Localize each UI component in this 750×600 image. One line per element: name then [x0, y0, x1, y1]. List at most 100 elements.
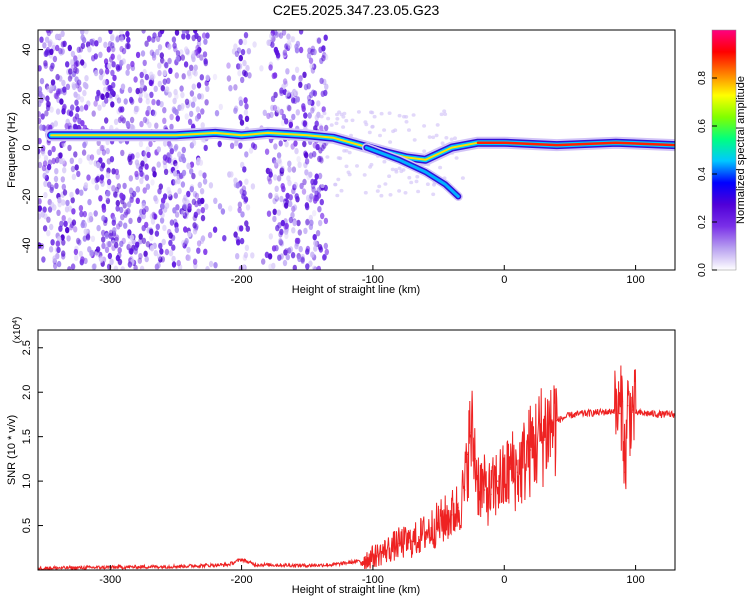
y-tick-label: 1.5: [21, 429, 33, 444]
spectrogram-cell: [250, 183, 256, 190]
spectrogram-cell: [238, 38, 243, 46]
spectrogram-cell: [266, 112, 271, 120]
spectrogram-cell: [196, 82, 202, 89]
spectrogram-cell: [54, 157, 60, 164]
spectrogram-cell: [154, 197, 159, 204]
spectrogram-cell: [338, 156, 343, 161]
spectrogram-cell: [61, 199, 66, 206]
spectrogram-cell: [310, 251, 315, 258]
spectrogram-cell: [166, 77, 171, 85]
spectrogram-cell: [284, 202, 289, 209]
spectrogram-cell: [285, 253, 290, 261]
spectrogram-cell: [110, 101, 115, 108]
x-tick-label: -200: [231, 274, 253, 286]
spectrogram-cell: [302, 140, 307, 148]
spectrogram-cell: [370, 124, 375, 129]
spectrogram-cell: [82, 210, 88, 218]
spectrogram-cell: [287, 92, 292, 99]
spectrogram-cell: [106, 178, 112, 186]
spectrogram-cell: [290, 211, 295, 219]
spectrogram-cell: [291, 97, 296, 104]
spectrogram-cell: [309, 193, 314, 200]
spectrogram-cell: [292, 204, 298, 211]
spectrogram-cell: [272, 208, 277, 215]
spectrogram-cell: [277, 108, 282, 116]
spectrogram-cell: [162, 224, 167, 232]
spectrogram-cell: [186, 70, 192, 77]
snr-point: [627, 405, 629, 407]
spectrogram-cell: [229, 142, 235, 149]
spectrogram-cell: [135, 51, 141, 59]
spectrogram-cell: [266, 39, 271, 46]
spectrogram-cell: [190, 53, 196, 60]
spectrogram-cell: [250, 252, 255, 259]
spectrogram-cell: [306, 52, 312, 59]
spectrogram-frame: [37, 29, 676, 271]
spectrogram-cell: [379, 193, 384, 198]
spectrogram-cell: [409, 180, 414, 185]
spectrogram-cell: [294, 243, 299, 250]
spectrogram-cell: [286, 39, 291, 47]
spectrogram-cell: [259, 65, 264, 72]
spectrogram-cell: [43, 155, 49, 162]
snr-point: [385, 549, 387, 552]
spectrogram-cell: [189, 168, 194, 175]
spectrogram-cell: [297, 255, 302, 263]
spectrogram-cell: [161, 197, 166, 205]
spectrogram-cell: [318, 155, 323, 163]
spectrogram-cell: [101, 206, 107, 213]
spectrogram-cell: [134, 170, 139, 178]
spectrogram-cell: [50, 79, 56, 86]
spectrogram-cell: [47, 149, 52, 156]
spectrogram-cell: [75, 60, 80, 67]
spectrogram-cell: [168, 232, 173, 239]
spectrogram-cell: [156, 99, 161, 106]
spectrogram-cell: [407, 175, 412, 180]
spectrogram-cell: [122, 182, 127, 190]
spectrogram-cell: [279, 108, 284, 116]
spectrogram-cell: [242, 190, 247, 197]
spectrogram-cell: [129, 248, 134, 255]
spectrogram-cell: [292, 219, 297, 227]
spectrogram-cell: [69, 58, 75, 66]
spectrogram-cell: [356, 110, 361, 114]
spectrogram-cell: [174, 93, 179, 100]
spectrogram-cell: [128, 158, 133, 166]
spectrogram-cell: [140, 50, 146, 57]
spectrogram-cell: [89, 38, 94, 46]
spectrogram-cell: [339, 188, 344, 193]
spectrogram-cell: [67, 205, 73, 212]
spectrogram-cell: [284, 43, 289, 50]
spectrogram-cell: [119, 192, 124, 199]
y-tick-label: -40: [21, 238, 33, 254]
spectrogram-cell: [156, 146, 161, 153]
spectrogram-cell: [202, 178, 208, 185]
spectrogram-cell: [144, 163, 149, 170]
spectrogram-cell: [45, 30, 51, 34]
spectrogram-cell: [70, 104, 75, 111]
spectrogram-cell: [291, 205, 296, 213]
spectrogram-cell: [56, 88, 61, 95]
spectrogram-cell: [180, 210, 186, 217]
spectrogram-cell: [144, 255, 149, 263]
spectrogram-cell: [71, 83, 77, 91]
snr-point: [474, 458, 476, 460]
spectrogram-cell: [192, 228, 198, 235]
spectrogram-cell: [74, 254, 79, 261]
spectrogram-cell: [140, 81, 145, 89]
spectrogram-cell: [294, 237, 300, 245]
spectrogram-cell: [411, 113, 416, 117]
spectrogram-cell: [111, 61, 116, 68]
spectrogram-cell: [127, 154, 133, 161]
spectrogram-cell: [284, 118, 289, 125]
spectrogram-cell: [40, 211, 45, 218]
spectrogram-cell: [294, 66, 300, 74]
spectrogram-cell: [237, 201, 243, 208]
spectrogram-cell: [115, 254, 121, 262]
spectrogram-cell: [152, 32, 157, 39]
spectrogram-cell: [75, 105, 80, 113]
spectrogram-cell: [276, 209, 282, 216]
spectrogram-cell: [82, 81, 88, 89]
spectrogram-cell: [174, 226, 179, 234]
spectrogram-cell: [181, 169, 187, 177]
